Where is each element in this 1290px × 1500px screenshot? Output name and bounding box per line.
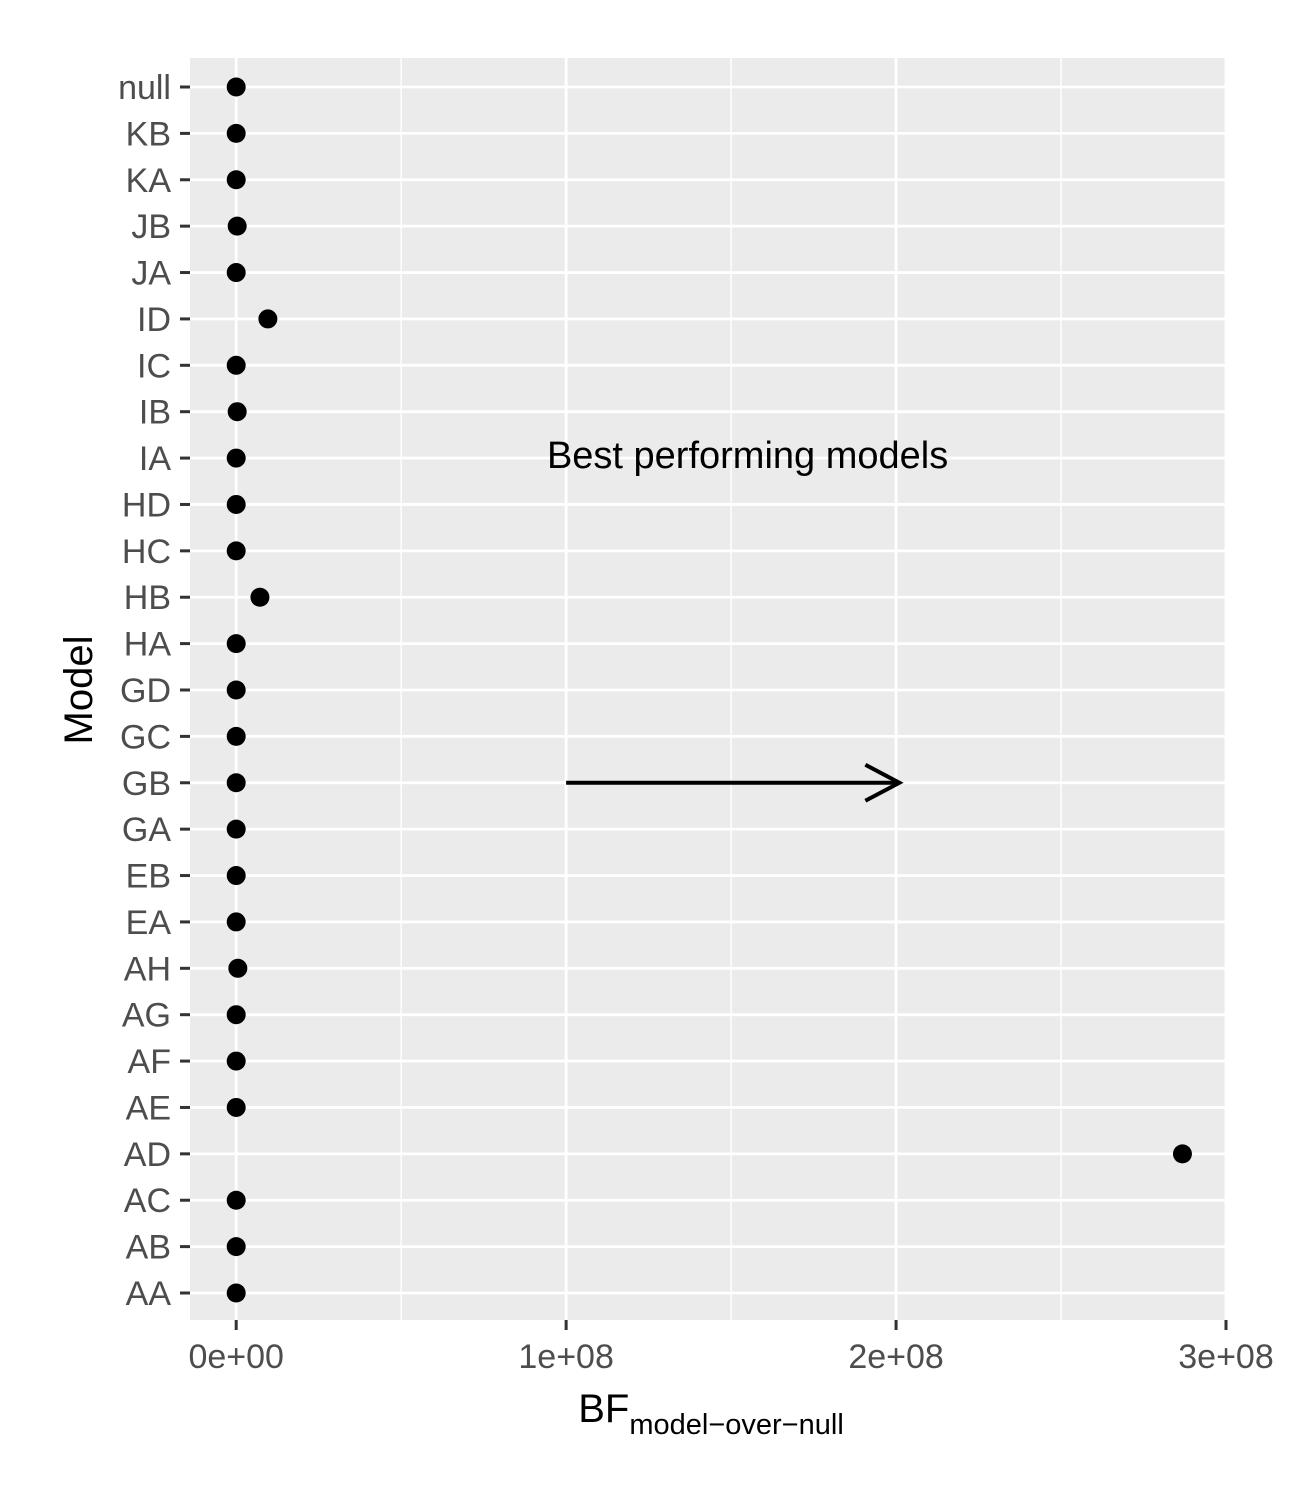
y-tick-label: GC bbox=[120, 718, 171, 756]
arrow-head bbox=[864, 763, 904, 803]
point-AA bbox=[226, 1283, 246, 1303]
y-tick-label: IA bbox=[139, 440, 171, 478]
point-JA bbox=[226, 263, 246, 283]
point-HB bbox=[250, 587, 270, 607]
x-axis-title-subscript: model−over−null bbox=[629, 1409, 843, 1441]
point-AE bbox=[226, 1097, 246, 1117]
point-null bbox=[226, 77, 246, 97]
y-tick-label: KA bbox=[126, 162, 172, 200]
point-GB bbox=[226, 773, 246, 793]
point-AD bbox=[1172, 1144, 1192, 1164]
y-tick-label: AB bbox=[126, 1229, 171, 1267]
point-AC bbox=[226, 1190, 246, 1210]
annotation-text: Best performing models bbox=[547, 435, 948, 477]
x-axis-title: BFmodel−over−null bbox=[578, 1387, 844, 1441]
y-tick-label: GA bbox=[122, 811, 171, 849]
y-tick-label: AF bbox=[128, 1043, 171, 1081]
point-HA bbox=[226, 634, 246, 654]
point-EA bbox=[226, 912, 246, 932]
y-tick-label: HC bbox=[122, 533, 171, 571]
y-tick-label: EA bbox=[126, 904, 172, 942]
y-tick-label: GD bbox=[120, 672, 171, 710]
y-tick-label: GB bbox=[122, 765, 171, 803]
y-tick-label: JB bbox=[131, 208, 171, 246]
y-tick-label: AE bbox=[126, 1089, 171, 1127]
point-KB bbox=[226, 123, 246, 143]
y-tick-label: HB bbox=[124, 579, 171, 617]
data-points bbox=[226, 77, 1192, 1303]
y-tick-label: AC bbox=[124, 1182, 171, 1220]
major-gridlines bbox=[190, 58, 1228, 1320]
point-IC bbox=[226, 355, 246, 375]
point-KA bbox=[226, 170, 246, 190]
y-axis: AA AB AC AD AE AF AG AH EA EB GA GB GC GD HA HB HC HD IA IB… bbox=[118, 69, 190, 1313]
point-GC bbox=[226, 726, 246, 746]
x-axis-title-main: BF bbox=[578, 1387, 629, 1431]
point-GD bbox=[226, 680, 246, 700]
annotations: Best performing models bbox=[547, 435, 948, 803]
point-ID bbox=[258, 309, 278, 329]
point-AB bbox=[226, 1237, 246, 1257]
y-tick-label: null bbox=[118, 69, 171, 107]
x-tick-label: 3e+08 bbox=[1178, 1338, 1274, 1376]
y-tick-label: IC bbox=[137, 347, 171, 385]
y-tick-label: IB bbox=[139, 394, 171, 432]
point-EB bbox=[226, 866, 246, 886]
point-GA bbox=[226, 819, 246, 839]
point-HD bbox=[226, 494, 246, 514]
point-IA bbox=[226, 448, 246, 468]
y-tick-label: AA bbox=[126, 1275, 172, 1313]
y-tick-label: HA bbox=[124, 626, 172, 664]
y-tick-label: EB bbox=[126, 858, 171, 896]
y-axis-title: Model bbox=[57, 636, 101, 745]
y-tick-label: JA bbox=[131, 255, 171, 293]
x-tick-label: 1e+08 bbox=[518, 1338, 614, 1376]
x-tick-label: 2e+08 bbox=[848, 1338, 944, 1376]
y-tick-label: AG bbox=[122, 997, 171, 1035]
point-JB bbox=[227, 216, 247, 236]
y-tick-label: AH bbox=[124, 950, 171, 988]
x-tick-label: 0e+00 bbox=[188, 1338, 284, 1376]
y-tick-label: ID bbox=[137, 301, 171, 339]
x-axis: 0e+00 1e+08 2e+08 3e+08 bbox=[188, 1320, 1274, 1376]
y-tick-label: KB bbox=[126, 115, 171, 153]
annotation-arrow bbox=[566, 763, 904, 803]
y-tick-label: HD bbox=[122, 486, 171, 524]
point-AG bbox=[226, 1005, 246, 1025]
point-HC bbox=[226, 541, 246, 561]
point-AF bbox=[226, 1051, 246, 1071]
point-IB bbox=[227, 402, 247, 422]
y-tick-label: AD bbox=[124, 1136, 171, 1174]
point-AH bbox=[228, 958, 248, 978]
